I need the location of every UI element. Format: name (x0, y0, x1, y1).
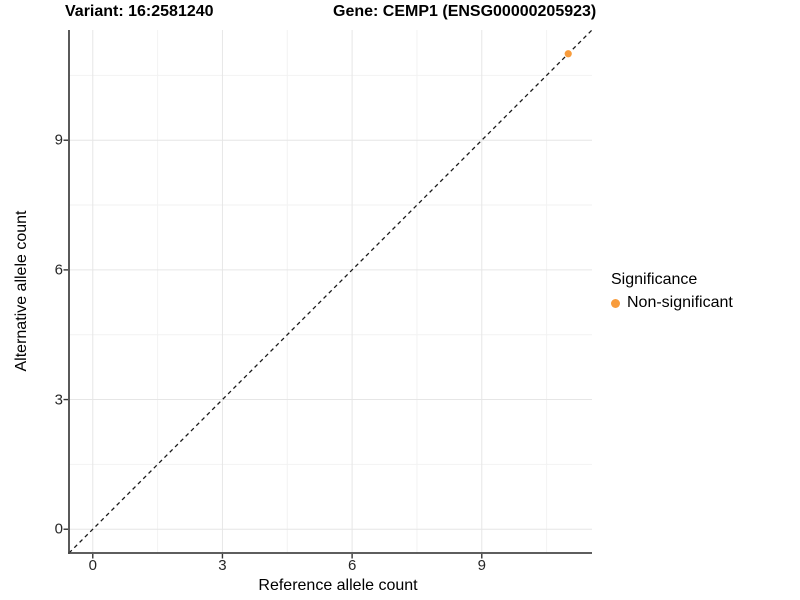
x-tick-label: 6 (347, 557, 357, 574)
x-tick-label: 3 (218, 557, 227, 574)
identity-dashed-line (68, 29, 593, 554)
y-tick-label: 3 (54, 391, 63, 409)
scatter-point (564, 50, 572, 58)
x-tick-label: 0 (88, 557, 97, 574)
legend-item-non-significant: Non-significant (611, 294, 733, 312)
identity-line (68, 29, 593, 554)
minor-gridlines (69, 30, 592, 553)
axis-tick-marks (63, 139, 483, 559)
legend-item-label: Non-significant (627, 294, 733, 311)
axis-lines (68, 30, 592, 554)
major-gridlines (69, 30, 592, 553)
legend-title: Significance (611, 271, 698, 288)
legend-point-swatch-icon (611, 298, 620, 308)
y-tick-label: 6 (54, 261, 63, 279)
legend: Significance Non-significant (611, 270, 733, 312)
x-axis-label: Reference allele count (258, 577, 418, 594)
x-tick-label: 9 (477, 557, 486, 574)
data-points (564, 50, 572, 58)
variant-title: Variant: 16:2581240 (65, 3, 214, 20)
y-axis-label: Alternative allele count (13, 210, 30, 372)
gene-title: Gene: CEMP1 (ENSG00000205923) (333, 3, 597, 20)
y-tick-label: 9 (54, 131, 63, 149)
y-tick-label: 0 (54, 520, 63, 538)
